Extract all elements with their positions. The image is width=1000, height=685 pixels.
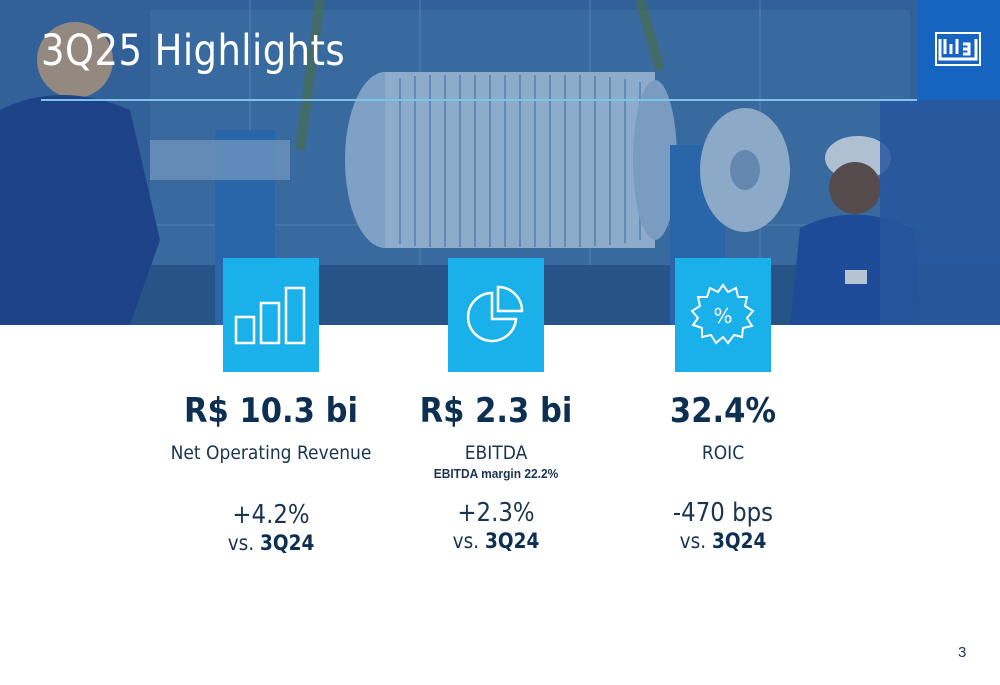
kpi-value: 32.4% xyxy=(669,391,777,431)
page-title: 3Q25 Highlights xyxy=(41,26,346,76)
kpi-sublabel: EBITDA margin 22.2% xyxy=(433,466,559,481)
kpi-comparison: vs. 3Q24 xyxy=(373,528,619,554)
vs-prefix: vs. xyxy=(452,529,480,553)
kpi-comparison: vs. 3Q24 xyxy=(600,528,846,554)
kpi-icon-tile xyxy=(223,258,319,372)
kpi-label: EBITDA xyxy=(464,442,528,464)
kpi-change: -470 bps xyxy=(672,498,774,528)
title-divider xyxy=(41,99,917,101)
kpi-roic: % 32.4% ROIC -470 bps vs. 3Q24 xyxy=(583,258,863,554)
svg-text:%: % xyxy=(713,304,732,328)
kpi-change: +4.2% xyxy=(232,500,310,530)
vs-prefix: vs. xyxy=(227,531,255,555)
kpi-revenue: R$ 10.3 bi Net Operating Revenue +4.2% v… xyxy=(131,258,411,556)
percent-badge-icon: % xyxy=(690,283,755,345)
kpi-label: Net Operating Revenue xyxy=(170,442,372,464)
kpi-icon-tile: % xyxy=(675,258,771,372)
kpi-label: ROIC xyxy=(701,442,745,464)
bar-chart-icon xyxy=(234,286,306,345)
vs-prefix: vs. xyxy=(679,529,707,553)
kpi-change: +2.3% xyxy=(457,498,535,528)
company-logo xyxy=(917,0,1000,100)
vs-period: 3Q24 xyxy=(712,529,767,553)
kpi-value: R$ 10.3 bi xyxy=(183,391,359,431)
vs-period: 3Q24 xyxy=(485,529,540,553)
vs-period: 3Q24 xyxy=(260,531,315,555)
factory-scene-image xyxy=(0,0,1000,325)
kpi-ebitda: R$ 2.3 bi EBITDA EBITDA margin 22.2% +2.… xyxy=(356,258,636,554)
page-number: 3 xyxy=(958,644,967,661)
kpi-icon-tile xyxy=(448,258,544,372)
pie-chart-icon xyxy=(466,285,524,343)
weg-logo-icon xyxy=(935,32,981,66)
hero-photo: 3Q25 Highlights xyxy=(0,0,1000,325)
kpi-comparison: vs. 3Q24 xyxy=(148,530,394,556)
kpi-value: R$ 2.3 bi xyxy=(419,391,573,431)
